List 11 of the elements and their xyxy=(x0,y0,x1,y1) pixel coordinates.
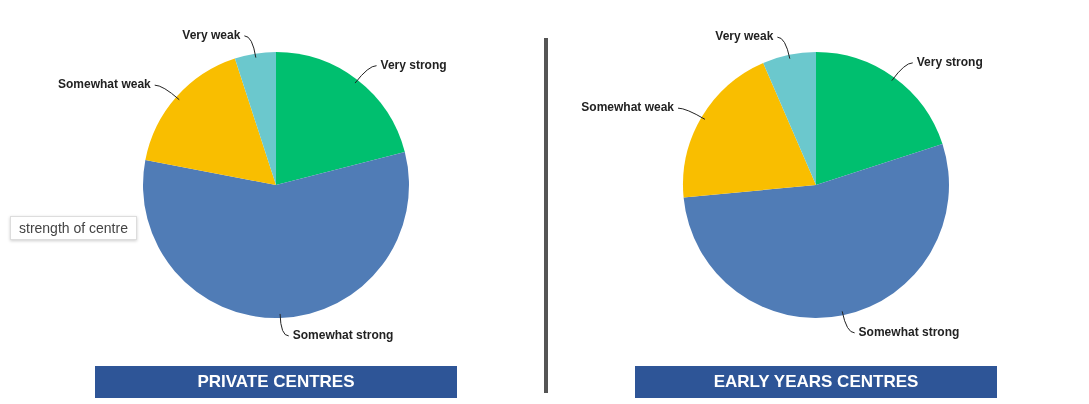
slice-label: Somewhat strong xyxy=(292,328,394,343)
text: EARLY YEARS CENTRES xyxy=(635,366,997,398)
slice-label: Very weak xyxy=(715,29,774,44)
slice-label: Very strong xyxy=(380,58,447,72)
slice-label: Somewhat weak xyxy=(58,77,152,92)
slice-label: Very weak xyxy=(182,28,241,43)
text: PRIVATE CENTRES xyxy=(95,366,457,398)
text: strength of centre xyxy=(10,216,137,240)
slice-label: Somewhat weak xyxy=(581,100,675,115)
slice-label: Somewhat strong xyxy=(858,325,960,340)
slice-label: Very strong xyxy=(916,55,983,70)
